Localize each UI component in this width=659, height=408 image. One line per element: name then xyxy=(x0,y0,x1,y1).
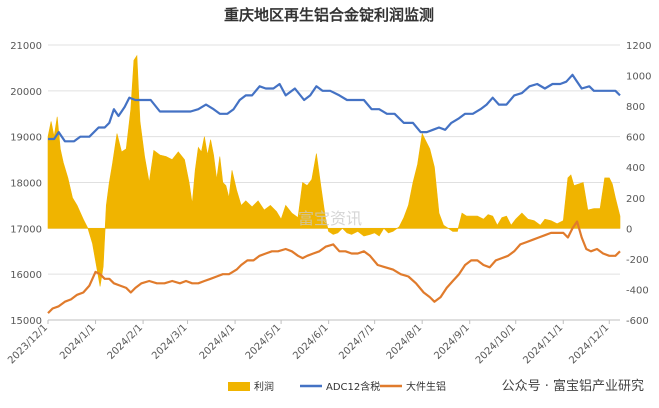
x-tick-label: 2023/12/1 xyxy=(6,322,50,366)
chart-title: 重庆地区再生铝合金锭利润监测 xyxy=(224,6,434,24)
x-tick-label: 2024/2/1 xyxy=(106,322,146,362)
adc12-line xyxy=(48,73,621,143)
x-tick-label: 2024/1/1 xyxy=(58,322,98,362)
right-tick-label: 800 xyxy=(626,102,645,113)
center-watermark-text: 富宝资讯 xyxy=(298,209,362,228)
left-tick-label: 15000 xyxy=(10,316,42,327)
right-tick-label: 600 xyxy=(626,133,645,144)
left-axis-ticks: 15000 16000 17000 18000 19000 20000 21000 xyxy=(10,41,42,327)
x-tick-label: 2024/4/1 xyxy=(198,322,238,362)
x-tick-label: 2024/5/1 xyxy=(244,322,284,362)
right-tick-label: -400 xyxy=(626,285,649,296)
price-lines-layer xyxy=(47,73,621,314)
chart-legend: 利润 ADC12含税 大件生铝 xyxy=(228,380,446,393)
profit-area-layer xyxy=(47,54,621,287)
x-tick-label: 2024/7/1 xyxy=(337,322,377,362)
x-axis-ticks: 2023/12/1 2024/1/1 2024/2/1 2024/3/1 2024/4/… xyxy=(6,320,611,366)
scrap-aluminum-line xyxy=(47,220,621,314)
right-tick-label: 200 xyxy=(626,194,645,205)
x-tick-label: 2024/8/1 xyxy=(385,322,425,362)
x-tick-label: 2024/9/1 xyxy=(432,322,472,362)
x-tick-label: 2024/11/1 xyxy=(521,322,565,366)
right-tick-label: -200 xyxy=(626,255,649,266)
right-tick-label: -600 xyxy=(626,316,649,327)
left-tick-label: 21000 xyxy=(10,41,42,52)
left-tick-label: 20000 xyxy=(10,87,42,98)
x-tick-label: 2024/3/1 xyxy=(150,322,190,362)
legend-profit-swatch xyxy=(228,382,250,391)
right-axis-ticks: -600 -400 -200 0 200 400 600 800 1000 1200 xyxy=(626,41,651,327)
left-tick-label: 18000 xyxy=(10,179,42,190)
right-tick-label: 400 xyxy=(626,163,645,174)
bottom-watermark-text: 公众号 · 富宝铝产业研究 xyxy=(502,378,644,394)
x-tick-label: 2024/6/1 xyxy=(291,322,331,362)
left-tick-label: 19000 xyxy=(10,133,42,144)
legend-adc12-label: ADC12含税 xyxy=(326,380,380,393)
right-tick-label: 1200 xyxy=(626,41,651,52)
legend-scrap-label: 大件生铝 xyxy=(406,380,446,393)
right-tick-label: 1000 xyxy=(626,72,651,83)
left-tick-label: 16000 xyxy=(10,270,42,281)
legend-profit-label: 利润 xyxy=(254,380,274,393)
left-tick-label: 17000 xyxy=(10,224,42,235)
right-tick-label: 0 xyxy=(626,224,632,235)
x-tick-label: 2024/12/1 xyxy=(567,322,611,366)
x-tick-label: 2024/10/1 xyxy=(474,322,518,366)
profit-area xyxy=(47,54,621,287)
